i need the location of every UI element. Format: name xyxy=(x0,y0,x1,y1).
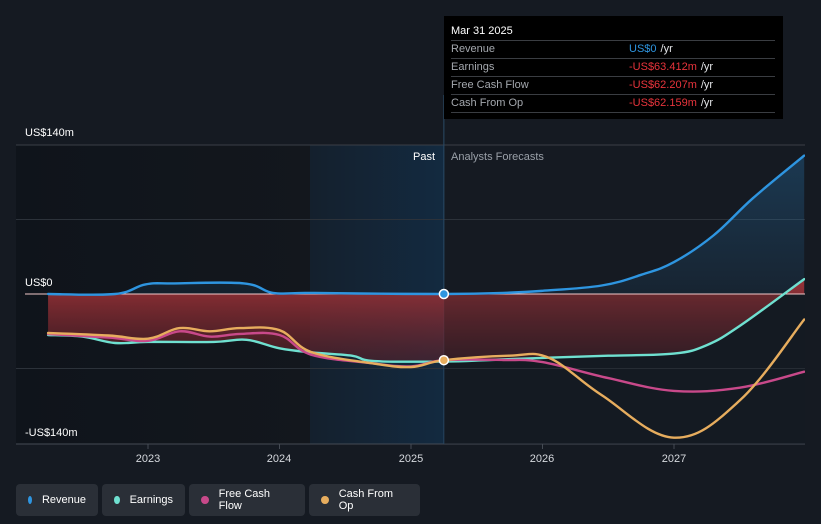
tooltip-row-value: -US$62.207m xyxy=(629,79,697,91)
tooltip-row-label: Earnings xyxy=(451,61,495,73)
legend-item-free-cash-flow[interactable]: Free Cash Flow xyxy=(189,484,305,516)
tooltip-row-revenue: Revenue US$0 /yr xyxy=(451,41,775,59)
legend-label: Earnings xyxy=(129,494,173,506)
tooltip-date: Mar 31 2025 xyxy=(451,23,775,41)
revenue-area xyxy=(48,155,805,295)
legend-label: Free Cash Flow xyxy=(218,488,271,512)
tooltip-row-value: -US$62.159m xyxy=(629,97,697,109)
tooltip-row-label: Free Cash Flow xyxy=(451,79,529,91)
legend-label: Cash From Op xyxy=(338,488,394,512)
free-cash-flow-dot-icon xyxy=(201,496,209,504)
series-line-cash-from-op xyxy=(46,318,805,439)
x-tick-label-2026: 2026 xyxy=(530,453,554,465)
y-tick-label-zero: US$0 xyxy=(25,277,53,289)
earnings-negative-area xyxy=(48,279,805,362)
x-tick-label-2027: 2027 xyxy=(662,453,686,465)
legend-item-earnings[interactable]: Earnings xyxy=(102,484,185,516)
x-tick-label-2024: 2024 xyxy=(267,453,291,465)
revenue-marker xyxy=(438,288,450,300)
tooltip-row-earnings: Earnings -US$63.412m /yr xyxy=(451,59,775,77)
earnings-dot-icon xyxy=(114,496,120,504)
legend-label: Revenue xyxy=(41,494,86,506)
x-tick-label-2023: 2023 xyxy=(136,453,160,465)
y-tick-label-top: US$140m xyxy=(25,127,74,139)
tooltip-row-unit: /yr xyxy=(700,61,714,73)
tooltip-row-unit: /yr xyxy=(660,43,673,55)
y-tick-label-bottom: -US$140m xyxy=(25,427,78,439)
tooltip-row-cash-from-op: Cash From Op -US$62.159m /yr xyxy=(451,95,775,113)
tooltip-row-value: -US$63.412m xyxy=(629,61,697,73)
past-label: Past xyxy=(413,151,435,163)
tooltip-row-unit: /yr xyxy=(700,97,714,109)
forecast-label: Analysts Forecasts xyxy=(451,151,544,163)
tooltip-row-unit: /yr xyxy=(700,79,714,91)
tooltip-row-label: Revenue xyxy=(451,43,496,55)
tooltip-row-value: US$0 xyxy=(629,43,657,55)
cash-from-op-dot-icon xyxy=(321,496,329,504)
cash-from-op-marker xyxy=(438,354,450,366)
legend-item-cash-from-op[interactable]: Cash From Op xyxy=(309,484,420,516)
tooltip-row-free-cash-flow: Free Cash Flow -US$62.207m /yr xyxy=(451,77,775,95)
forecast-overlay xyxy=(443,294,805,444)
revenue-dot-icon xyxy=(28,496,32,504)
tooltip: Mar 31 2025 Revenue US$0 /yr Earnings -U… xyxy=(444,16,783,119)
x-tick-label-2025: 2025 xyxy=(399,453,423,465)
tooltip-row-label: Cash From Op xyxy=(451,97,524,109)
legend-item-revenue[interactable]: Revenue xyxy=(16,484,98,516)
legend: Revenue Earnings Free Cash Flow Cash Fro… xyxy=(16,484,420,516)
